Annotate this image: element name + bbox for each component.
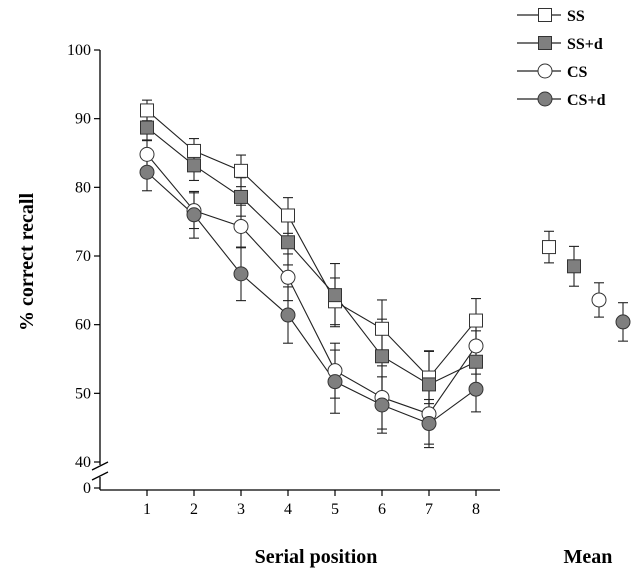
- data-point-ss-plus-d: [281, 235, 295, 250]
- data-point-ss: [281, 208, 295, 223]
- data-point-cs: [468, 338, 484, 354]
- data-point-cs-plus-d: [186, 207, 202, 223]
- x-tick-label: 2: [190, 501, 198, 518]
- axis-break-mark: [91, 471, 109, 481]
- data-point-ss: [187, 143, 201, 158]
- x-tick-label: 8: [472, 501, 480, 518]
- data-point-ss-plus-d: [328, 288, 342, 303]
- mean-markers: [542, 240, 631, 330]
- y-tick-label: 100: [67, 42, 91, 59]
- data-point-ss-plus-d: [422, 377, 436, 392]
- mean-axis-title: Mean: [564, 546, 613, 568]
- y-tick-label: 50: [75, 385, 91, 402]
- data-point-ss: [234, 163, 248, 178]
- legend-marker-cs-plus-d: [537, 91, 553, 107]
- x-tick-label: 5: [331, 501, 339, 518]
- data-point-ss-plus-d: [469, 354, 483, 369]
- x-tick-label: 7: [425, 501, 433, 518]
- mean-point-ss-plus-d: [567, 259, 581, 274]
- legend: SS SS+d CS CS+d: [517, 8, 606, 109]
- data-point-ss: [469, 313, 483, 328]
- x-axis-title: Serial position: [255, 546, 378, 568]
- legend-marker-cs: [537, 63, 553, 79]
- data-point-cs: [280, 269, 296, 285]
- data-point-ss-plus-d: [375, 349, 389, 364]
- x-tick-label: 3: [237, 501, 245, 518]
- y-tick-label-zero: 0: [83, 480, 91, 497]
- data-point-cs-plus-d: [233, 266, 249, 282]
- y-tick-label: 60: [75, 317, 91, 334]
- mean-point-ss: [542, 240, 556, 255]
- legend-label-cs-plus-d: CS+d: [567, 92, 606, 109]
- data-point-ss-plus-d: [234, 189, 248, 204]
- legend-label-cs: CS: [567, 64, 588, 81]
- y-tick-label: 80: [75, 179, 91, 196]
- y-tick-label: 90: [75, 111, 91, 128]
- data-point-ss-plus-d: [187, 158, 201, 173]
- data-point-ss-plus-d: [140, 120, 154, 135]
- axes: 40 50 60 70 80 90 100 0 1 2 3 4 5 6 7 8: [67, 42, 500, 518]
- x-tick-label: 4: [284, 501, 292, 518]
- y-axis-title: % correct recall: [16, 193, 38, 332]
- x-tick-label: 6: [378, 501, 386, 518]
- series-line-ss-plus-d: [146, 127, 477, 386]
- data-point-cs-plus-d: [280, 307, 296, 323]
- series-markers: [139, 103, 484, 432]
- y-tick-label: 70: [75, 248, 91, 265]
- mean-point-cs: [591, 292, 607, 308]
- data-point-cs-plus-d: [421, 416, 437, 432]
- legend-label-ss-plus-d: SS+d: [567, 36, 603, 53]
- data-point-cs-plus-d: [468, 381, 484, 397]
- series-line-ss: [146, 110, 477, 379]
- legend-marker-ss: [538, 8, 552, 22]
- data-point-cs: [139, 146, 155, 162]
- x-tick-label: 1: [143, 501, 151, 518]
- legend-label-ss: SS: [567, 8, 585, 25]
- mean-point-cs-plus-d: [615, 314, 631, 330]
- legend-marker-ss-plus-d: [538, 36, 552, 50]
- data-point-cs-plus-d: [327, 374, 343, 390]
- series-line-cs-plus-d: [146, 171, 477, 425]
- axis-break-mark: [91, 461, 109, 471]
- data-point-cs-plus-d: [139, 164, 155, 180]
- data-point-ss: [375, 321, 389, 336]
- series-lines: [146, 110, 477, 425]
- data-point-cs-plus-d: [374, 397, 390, 413]
- data-point-ss: [140, 103, 154, 118]
- data-point-cs: [233, 218, 249, 234]
- series-line-cs: [146, 154, 477, 415]
- y-tick-label: 40: [75, 454, 91, 471]
